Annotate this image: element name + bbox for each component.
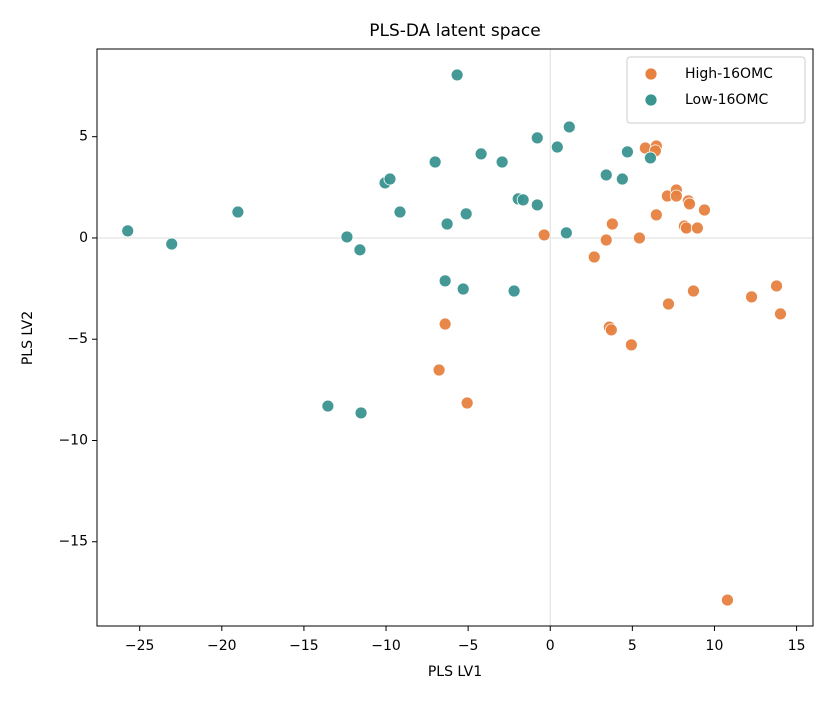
x-tick-label: 15 bbox=[788, 638, 806, 654]
legend-frame bbox=[626, 56, 806, 124]
point bbox=[393, 205, 407, 219]
point bbox=[698, 203, 711, 217]
point bbox=[165, 237, 179, 251]
point bbox=[624, 338, 638, 352]
point bbox=[450, 68, 464, 82]
point bbox=[353, 243, 367, 257]
point bbox=[530, 131, 544, 145]
x-tick-label: −15 bbox=[289, 638, 319, 654]
point bbox=[530, 198, 544, 212]
point bbox=[550, 140, 564, 154]
point bbox=[432, 363, 446, 377]
point bbox=[460, 396, 474, 410]
point bbox=[456, 282, 470, 296]
point bbox=[770, 279, 783, 293]
legend-marker bbox=[644, 93, 658, 107]
y-tick-label: −5 bbox=[67, 331, 88, 347]
plot-frame bbox=[96, 48, 814, 627]
y-tick-label: −15 bbox=[58, 534, 88, 550]
point bbox=[633, 231, 646, 245]
point bbox=[599, 233, 613, 247]
point bbox=[438, 317, 452, 331]
point bbox=[474, 147, 488, 161]
point bbox=[428, 155, 442, 169]
point bbox=[604, 323, 618, 337]
point bbox=[721, 593, 734, 607]
x-tick-label: 0 bbox=[546, 638, 555, 654]
point bbox=[559, 226, 573, 240]
point bbox=[745, 290, 758, 304]
point bbox=[440, 217, 454, 231]
x-tick-label: −5 bbox=[458, 638, 479, 654]
point bbox=[615, 172, 629, 186]
point bbox=[438, 274, 452, 288]
point bbox=[605, 217, 619, 231]
legend-label: High-16OMC bbox=[685, 66, 773, 82]
legend-marker bbox=[644, 67, 658, 81]
y-tick-label: 5 bbox=[79, 129, 88, 145]
x-tick-label: 5 bbox=[628, 638, 637, 654]
point bbox=[587, 250, 601, 264]
point bbox=[621, 145, 634, 159]
legend-label: Low-16OMC bbox=[685, 92, 769, 108]
point bbox=[459, 207, 473, 221]
point bbox=[507, 284, 521, 298]
point bbox=[231, 205, 245, 219]
point bbox=[537, 228, 551, 242]
point bbox=[690, 221, 704, 235]
y-axis-label: PLS LV2 bbox=[20, 311, 36, 365]
x-axis-label: PLS LV1 bbox=[428, 664, 482, 680]
point bbox=[562, 120, 576, 134]
point bbox=[321, 399, 335, 413]
x-tick-label: 10 bbox=[706, 638, 724, 654]
y-tick-label: 0 bbox=[79, 230, 88, 246]
point bbox=[649, 208, 663, 222]
point bbox=[599, 168, 613, 182]
point bbox=[662, 297, 675, 311]
point bbox=[774, 307, 787, 321]
point bbox=[516, 193, 530, 207]
point bbox=[354, 406, 368, 420]
point bbox=[644, 151, 657, 165]
x-tick-label: −10 bbox=[371, 638, 401, 654]
x-tick-label: −25 bbox=[125, 638, 155, 654]
point bbox=[683, 197, 696, 211]
point bbox=[495, 155, 509, 169]
point bbox=[687, 284, 700, 298]
point bbox=[679, 221, 693, 235]
point bbox=[383, 172, 397, 186]
legend: High-16OMC Low-16OMC bbox=[626, 56, 806, 124]
point bbox=[340, 230, 354, 244]
x-tick-label: −20 bbox=[207, 638, 237, 654]
point bbox=[121, 224, 135, 238]
point bbox=[669, 189, 683, 203]
chart-title: PLS-DA latent space bbox=[369, 21, 540, 41]
y-tick-label: −10 bbox=[58, 432, 88, 448]
